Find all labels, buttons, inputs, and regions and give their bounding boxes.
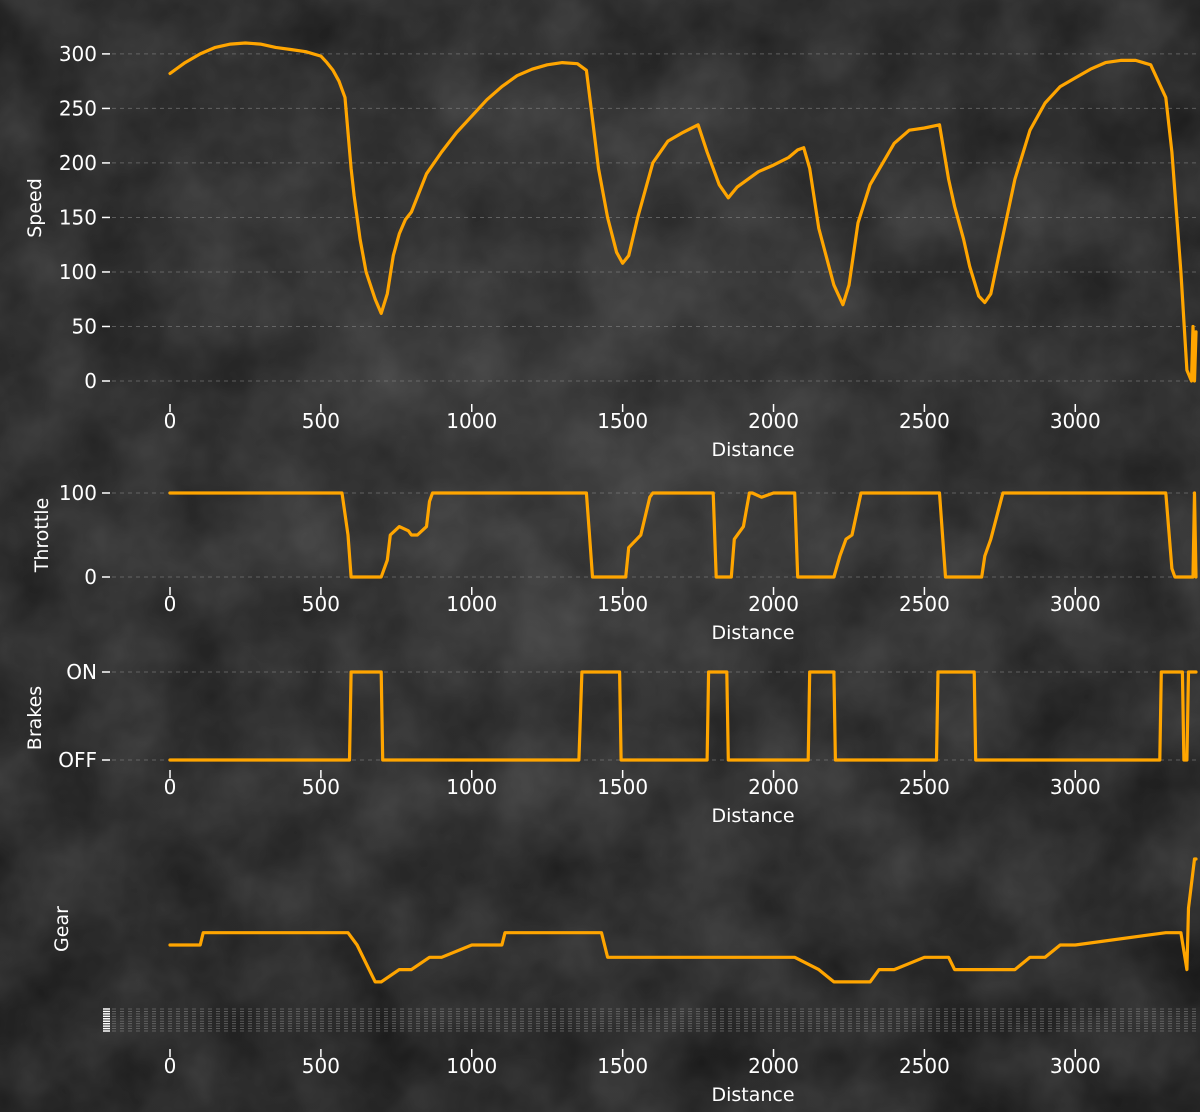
- gear-chart-xlabel: Distance: [711, 1084, 794, 1106]
- gear-xtick-label: 0: [164, 1054, 177, 1078]
- gear-chart-ylabel: Gear: [51, 906, 73, 952]
- gear-series-line: [168, 857, 1198, 984]
- gear-xtick-label: 1500: [597, 1054, 648, 1078]
- brakes-ytick-label: OFF: [58, 748, 97, 772]
- throttle-xtick-label: 0: [164, 592, 177, 616]
- throttle-ytick-label: 0: [84, 565, 97, 589]
- brakes-xtick-label: 2000: [748, 775, 799, 799]
- speed-xtick-label: 0: [164, 409, 177, 433]
- speed-ytick-label: 100: [59, 260, 97, 284]
- speed-xtick-label: 3000: [1050, 409, 1101, 433]
- throttle-xtick-label: 2500: [899, 592, 950, 616]
- speed-xtick-label: 2500: [899, 409, 950, 433]
- brakes-chart-xlabel: Distance: [711, 805, 794, 827]
- brakes-series-line: [168, 670, 1198, 762]
- speed-xtick-label: 1000: [446, 409, 497, 433]
- brakes-chart: Brakes Distance OFF ON 0 500 1000 1500 2000 250…: [24, 660, 1200, 827]
- speed-ytick-label: 300: [59, 42, 97, 66]
- speed-xtick-label: 500: [302, 409, 340, 433]
- speed-chart-xlabel: Distance: [711, 439, 794, 461]
- speed-xtick-label: 1500: [597, 409, 648, 433]
- brakes-xtick-label: 2500: [899, 775, 950, 799]
- brakes-xtick-label: 1500: [597, 775, 648, 799]
- brakes-chart-ylabel: Brakes: [24, 686, 46, 750]
- throttle-xtick-label: 2000: [748, 592, 799, 616]
- throttle-xtick-label: 3000: [1050, 592, 1101, 616]
- throttle-chart-xlabel: Distance: [711, 622, 794, 644]
- speed-ytick-label: 150: [59, 205, 97, 229]
- speed-series-line: [168, 41, 1198, 383]
- gear-chart: Gear Distance 0 500 1000 1500 2000 2500 3000: [51, 857, 1200, 1106]
- brakes-xtick-label: 1000: [446, 775, 497, 799]
- throttle-xtick-label: 500: [302, 592, 340, 616]
- throttle-ytick-label: 100: [59, 481, 97, 505]
- gear-xtick-label: 2500: [899, 1054, 950, 1078]
- speed-chart-ylabel: Speed: [24, 178, 46, 238]
- brakes-xtick-label: 3000: [1050, 775, 1101, 799]
- brakes-xtick-label: 0: [164, 775, 177, 799]
- brakes-ytick-label: ON: [66, 660, 97, 684]
- throttle-series-line: [168, 491, 1198, 579]
- gear-xtick-label: 3000: [1050, 1054, 1101, 1078]
- gear-xtick-label: 1000: [446, 1054, 497, 1078]
- brakes-xtick-label: 500: [302, 775, 340, 799]
- speed-ytick-label: 50: [72, 314, 97, 338]
- throttle-chart-ylabel: Throttle: [31, 498, 53, 574]
- throttle-xtick-label: 1000: [446, 592, 497, 616]
- speed-ytick-label: 0: [84, 369, 97, 393]
- throttle-xtick-label: 1500: [597, 592, 648, 616]
- gear-xtick-label: 2000: [748, 1054, 799, 1078]
- speed-ytick-label: 250: [59, 96, 97, 120]
- gear-xtick-label: 500: [302, 1054, 340, 1078]
- speed-ytick-label: 200: [59, 151, 97, 175]
- speed-xtick-label: 2000: [748, 409, 799, 433]
